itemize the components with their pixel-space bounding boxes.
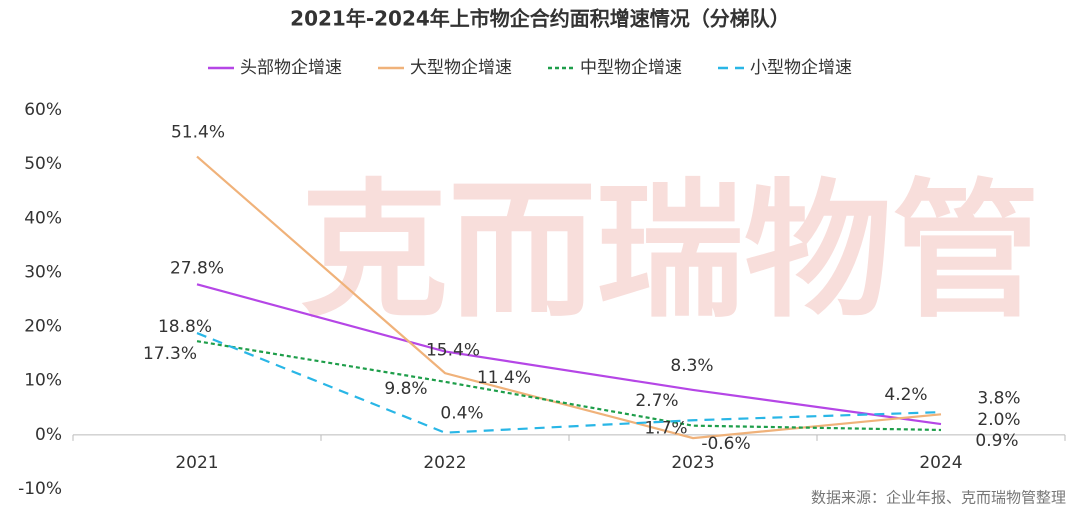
y-tick-label: -10% bbox=[18, 479, 62, 499]
y-tick-label: 40% bbox=[24, 208, 62, 228]
x-tick-label: 2021 bbox=[175, 453, 218, 473]
legend-label: 大型物企增速 bbox=[410, 58, 512, 78]
data-label: 2.7% bbox=[635, 391, 678, 411]
data-label: 15.4% bbox=[426, 340, 480, 360]
y-tick-label: 0% bbox=[35, 425, 62, 445]
source-note: 数据来源：企业年报、克而瑞物管整理 bbox=[811, 489, 1066, 507]
series-line bbox=[196, 283, 942, 426]
data-label: 1.7% bbox=[644, 419, 687, 439]
data-label: 3.8% bbox=[977, 388, 1020, 408]
data-label: 0.9% bbox=[975, 431, 1018, 451]
data-label: 8.3% bbox=[670, 356, 713, 376]
data-label: 17.3% bbox=[143, 344, 197, 364]
data-label: 27.8% bbox=[170, 258, 224, 278]
data-label: 2.0% bbox=[977, 410, 1020, 430]
legend-label: 小型物企增速 bbox=[750, 58, 852, 78]
x-tick-label: 2022 bbox=[423, 453, 466, 473]
legend-label: 头部物企增速 bbox=[240, 58, 342, 78]
series-line bbox=[196, 332, 942, 434]
y-tick-label: 20% bbox=[24, 317, 62, 337]
chart-title: 2021年-2024年上市物企合约面积增速情况（分梯队） bbox=[290, 7, 790, 31]
data-label: 0.4% bbox=[440, 404, 483, 424]
data-label: 51.4% bbox=[171, 123, 225, 143]
y-tick-label: 50% bbox=[24, 154, 62, 174]
data-label: 9.8% bbox=[384, 379, 427, 399]
legend-label: 中型物企增速 bbox=[580, 58, 682, 78]
data-label: 18.8% bbox=[158, 317, 212, 337]
y-tick-label: 30% bbox=[24, 262, 62, 282]
data-label: -0.6% bbox=[701, 434, 750, 454]
x-tick-label: 2023 bbox=[671, 453, 714, 473]
series-line bbox=[196, 155, 942, 440]
y-tick-label: 60% bbox=[24, 100, 62, 120]
y-tick-label: 10% bbox=[24, 371, 62, 391]
data-label: 4.2% bbox=[884, 385, 927, 405]
x-tick-label: 2024 bbox=[919, 453, 962, 473]
watermark: 克而瑞物管 bbox=[300, 166, 1040, 338]
data-label: 11.4% bbox=[477, 368, 531, 388]
